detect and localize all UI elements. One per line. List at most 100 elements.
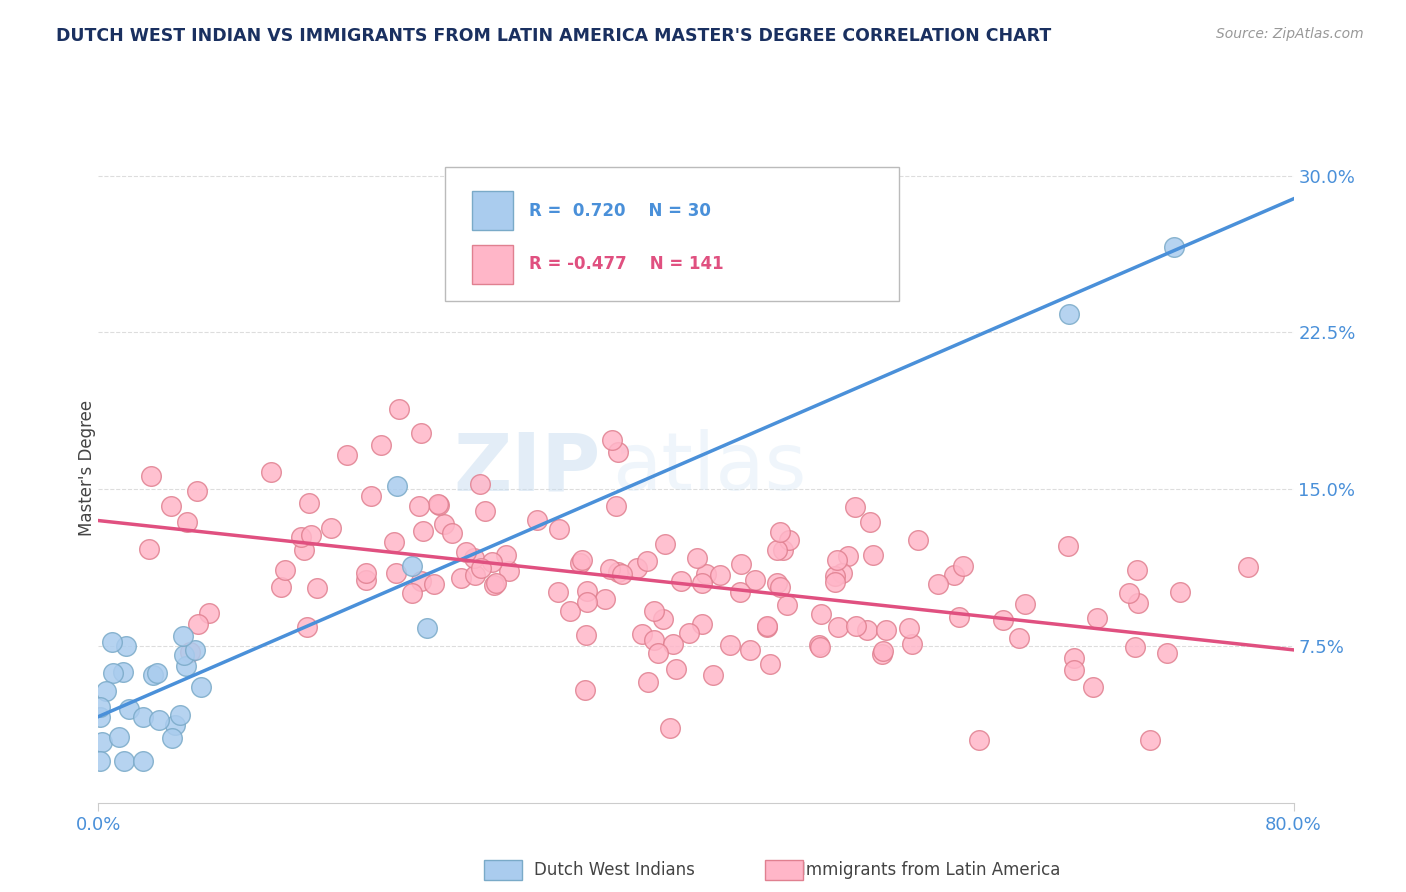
Point — [132, 754, 155, 768]
Point — [172, 629, 194, 643]
Point — [643, 604, 665, 618]
Point — [270, 580, 292, 594]
Point — [463, 551, 485, 566]
Point — [112, 754, 135, 768]
Point — [456, 545, 478, 559]
Point — [907, 533, 929, 547]
Point — [401, 559, 423, 574]
Point — [441, 525, 464, 540]
Point — [755, 619, 778, 633]
Point — [643, 632, 665, 647]
Point — [319, 521, 342, 535]
Point — [470, 561, 492, 575]
Point — [576, 584, 599, 599]
Text: Immigrants from Latin America: Immigrants from Latin America — [801, 861, 1060, 879]
Point — [160, 731, 183, 745]
Point — [433, 516, 456, 531]
Point — [411, 425, 433, 440]
Point — [824, 569, 846, 583]
Point — [370, 438, 392, 452]
Point — [898, 621, 921, 635]
Point — [685, 550, 707, 565]
Point — [870, 648, 893, 662]
Point — [495, 549, 517, 563]
Point — [548, 522, 571, 536]
Point — [450, 571, 472, 585]
Point — [360, 489, 382, 503]
Point — [702, 667, 724, 681]
Point — [1125, 640, 1147, 655]
Point — [336, 448, 359, 462]
Point — [575, 628, 598, 642]
Point — [855, 623, 877, 637]
Point — [176, 515, 198, 529]
Point — [1007, 631, 1029, 645]
Point — [772, 542, 794, 557]
Point — [1081, 680, 1104, 694]
Point — [426, 497, 449, 511]
Point — [824, 574, 846, 589]
Point — [481, 555, 503, 569]
Point — [305, 582, 328, 596]
Point — [101, 666, 124, 681]
Point — [1085, 611, 1108, 625]
Point — [927, 576, 949, 591]
Text: DUTCH WEST INDIAN VS IMMIGRANTS FROM LATIN AMERICA MASTER'S DEGREE CORRELATION C: DUTCH WEST INDIAN VS IMMIGRANTS FROM LAT… — [56, 27, 1052, 45]
Point — [292, 542, 315, 557]
Point — [831, 566, 853, 580]
Point — [738, 643, 761, 657]
Point — [875, 624, 897, 638]
Point — [862, 548, 884, 562]
Point — [1014, 597, 1036, 611]
Point — [859, 516, 882, 530]
Point — [184, 643, 207, 657]
Point — [607, 444, 630, 458]
Point — [290, 530, 312, 544]
Point — [647, 646, 669, 660]
Point — [423, 576, 446, 591]
Point — [174, 658, 197, 673]
FancyBboxPatch shape — [444, 168, 900, 301]
Point — [356, 566, 378, 580]
Point — [558, 604, 581, 618]
Point — [159, 499, 181, 513]
Point — [593, 591, 616, 606]
Point — [190, 680, 212, 694]
Point — [636, 554, 658, 568]
Point — [1237, 559, 1260, 574]
Point — [665, 662, 688, 676]
Point — [139, 469, 162, 483]
Point — [118, 701, 141, 715]
Point — [382, 535, 405, 549]
Point — [844, 500, 866, 514]
Point — [825, 552, 848, 566]
Point — [1126, 563, 1149, 577]
Point — [744, 573, 766, 587]
Point — [845, 619, 868, 633]
Point — [599, 562, 621, 576]
Point — [165, 718, 187, 732]
Y-axis label: Master's Degree: Master's Degree — [79, 401, 96, 536]
Point — [409, 574, 432, 588]
Point — [755, 620, 778, 634]
Point — [1063, 650, 1085, 665]
Point — [295, 619, 318, 633]
Point — [142, 668, 165, 682]
Point — [575, 595, 598, 609]
Point — [273, 563, 295, 577]
Point — [89, 700, 111, 714]
Point — [416, 621, 439, 635]
Text: atlas: atlas — [613, 429, 807, 508]
Point — [600, 433, 623, 447]
Point — [179, 645, 201, 659]
Point — [942, 567, 965, 582]
Point — [1128, 596, 1150, 610]
Point — [1063, 663, 1085, 677]
Point — [1168, 585, 1191, 599]
Point — [571, 553, 593, 567]
Point — [298, 496, 321, 510]
Point — [299, 528, 322, 542]
Point — [1118, 585, 1140, 599]
Text: ZIP: ZIP — [453, 429, 600, 508]
Point — [678, 626, 700, 640]
